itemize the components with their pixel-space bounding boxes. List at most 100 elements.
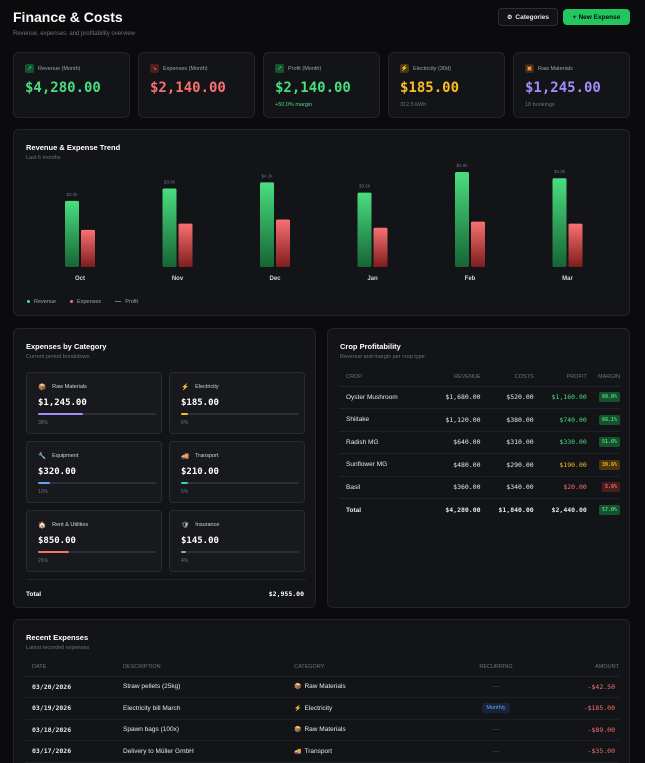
category-value: $850.00 [38,536,76,546]
new-expense-button[interactable]: + New Expense [563,9,630,25]
plus-icon: + [572,13,577,21]
trend-title: Revenue & Expense Trend [26,143,121,152]
expense-category-text: Transport [304,747,333,755]
expense-amount: -$42.50 [541,676,619,698]
expense-date: 03/20/2026 [25,676,123,698]
category-tile[interactable]: ⚡ Electricity $185.00 6% [169,372,305,434]
trend-up-icon: ↗ [25,64,34,73]
expense-date: 03/17/2026 [25,740,123,763]
category-percent: 6% [181,489,189,495]
expense-bar[interactable] [471,221,485,267]
expense-bar[interactable] [276,219,290,268]
expense-bar[interactable] [373,227,388,267]
crop-row[interactable]: Shiitake $1,120.00 $380.00 $740.00 66.1% [339,408,620,432]
kpi-value: $185.00 [400,80,460,96]
expense-bar[interactable] [568,223,583,267]
crop-row[interactable]: Sunflower MG $480.00 $290.00 $190.00 39.6% [339,453,620,477]
x-tick-label: Dec [269,276,281,282]
crop-cell-profit: $740.00 [533,408,587,432]
categories-button[interactable]: ⚙ Categories [498,8,558,26]
crop-cell-margin: 5.6% [586,476,620,499]
expense-category-text: Electricity [304,704,333,712]
recurring-none: — [492,683,500,691]
expense-description: Delivery to Müller GmbH [123,740,294,763]
kpi-value: $2,140.00 [150,80,226,96]
crop-cell-crop: Shiitake [339,408,428,432]
category-subtitle: Current period breakdown [26,354,90,360]
category-percent: 38% [38,420,49,426]
revenue-data-label: $3.2k [66,192,78,197]
revenue-bar[interactable] [552,178,567,267]
crop-cell-margin: 51.6% [586,431,620,454]
revenue-bar[interactable] [260,182,274,267]
box-icon: 📦 [38,384,47,391]
category-tile[interactable]: 🔧 Equipment $320.00 10% [26,441,162,503]
category-name: 🛡 Insurance [181,521,219,529]
category-percent: 6% [181,420,189,426]
crop-cell-margin: 66.1% [586,408,620,432]
crop-row[interactable]: Radish MG $640.00 $310.00 $330.00 51.6% [339,431,620,454]
crop-total-crop: Total [346,506,362,514]
revenue-bar[interactable] [455,172,469,267]
page-title: Finance & Costs [13,9,123,25]
expense-row[interactable]: 03/19/2026 Electricity bill March ⚡ Electri… [25,697,619,720]
kpi-value: $2,140.00 [275,80,351,96]
expense-description: Spawn bags (100x) [123,719,294,741]
expense-header-cell: CATEGORY [294,658,451,677]
category-percent: 4% [181,558,189,564]
crop-cell-revenue: $480.00 [427,453,481,477]
trend-chart: $3.2k Oct $3.8k Nov $4.1k Dec $3.6k Jan $4.6k Feb… [65,163,583,282]
crop-cell-revenue: $640.00 [427,431,481,454]
x-tick-label: Feb [465,276,476,282]
legend-expenses: Expenses [70,299,101,305]
gear-icon: ⚙ [507,14,513,21]
revenue-data-label: $4.3k [554,169,566,174]
category-tile[interactable]: 🛡 Insurance $145.00 4% [169,510,305,572]
category-name-text: Rent & Utilities [52,522,89,528]
x-tick-label: Jan [367,276,378,282]
margin-badge: 57.0% [598,505,620,515]
expense-row[interactable]: 03/18/2026 Spawn bags (100x) 📦 Raw Material… [25,719,619,741]
recurring-none: — [492,747,500,755]
crop-table: CROP REVENUE COSTS PROFIT MARGIN Oyster Mush… [339,368,620,521]
wrench-icon: 🔧 [38,453,47,460]
crop-header-cell: MARGIN [586,368,620,387]
category-value: $1,245.00 [38,398,87,408]
new-expense-button-label: New Expense [578,13,621,21]
crop-header-cell: CROP [339,368,428,387]
crop-total-costs: $1,840.00 [498,506,534,514]
category-name-text: Electricity [195,384,219,390]
crop-cell-profit: $20.00 [533,476,587,499]
truck-icon: 🚚 [294,748,302,755]
recent-table: DATE DESCRIPTION CATEGORY RECURRING AMOUNT 0… [25,658,619,763]
expense-bar[interactable] [81,229,95,267]
box-icon: 📦 [294,684,302,691]
expense-bar[interactable] [178,223,193,267]
expense-recurring: — [451,676,541,698]
category-tile[interactable]: 📦 Raw Materials $1,245.00 38% [26,372,162,434]
expense-row[interactable]: 03/20/2026 Straw pellets (25kg) 📦 Raw Mater… [25,676,619,698]
crop-cell-revenue: $360.00 [427,476,481,499]
revenue-bar[interactable] [162,188,177,267]
revenue-bar[interactable] [65,200,79,267]
category-card: Expenses by Category Current period brea… [13,328,316,608]
category-progress-fill [181,551,186,553]
crop-subtitle: Revenue and margin per crop type [340,354,425,360]
category-title: Expenses by Category [26,342,107,351]
crop-row[interactable]: Basil $360.00 $340.00 $20.00 5.6% [339,476,620,499]
recent-title: Recent Expenses [26,633,89,642]
category-total-value: $2,955.00 [268,590,304,598]
legend-revenue: Revenue [27,299,56,305]
kpi-label-text: Expenses (Month) [163,65,208,72]
category-tile[interactable]: 🏠 Rent & Utilities $850.00 26% [26,510,162,572]
category-name: 🏠 Rent & Utilities [38,521,88,529]
category-progress-track [38,551,156,553]
crop-row[interactable]: Oyster Mushroom $1,680.00 $520.00 $1,160.00… [339,386,620,409]
revenue-bar[interactable] [357,192,372,267]
expense-row[interactable]: 03/17/2026 Delivery to Müller GmbH 🚚 Transp… [25,740,619,763]
category-tile[interactable]: 🚚 Transport $210.00 6% [169,441,305,503]
kpi-label: ↘ Expenses (Month) [150,64,208,73]
expense-header-cell: DATE [25,658,123,677]
expense-recurring: — [451,719,541,741]
category-progress-track [181,482,299,484]
